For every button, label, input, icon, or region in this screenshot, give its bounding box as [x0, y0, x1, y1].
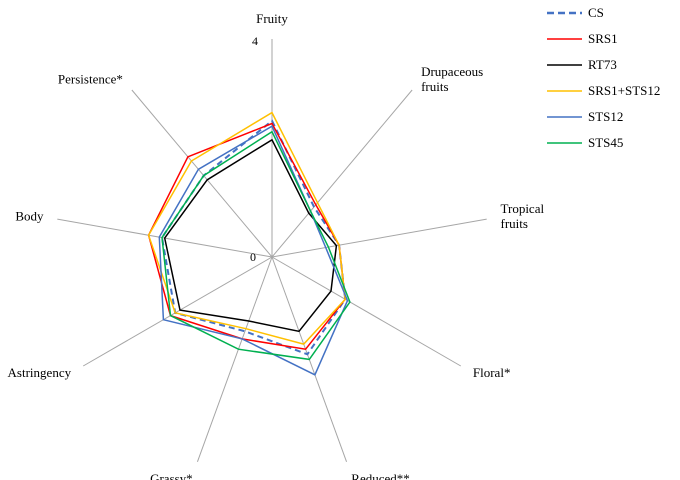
grid-layer: [57, 39, 487, 463]
axis-label: Floral*: [473, 365, 511, 380]
series-line-srs1: [147, 122, 346, 351]
axis-label: Reduced**: [351, 471, 409, 480]
legend-label: CS: [588, 5, 604, 20]
legend-label: RT73: [588, 57, 617, 72]
legend-label: STS45: [588, 135, 623, 150]
legend-label: STS12: [588, 109, 623, 124]
axis-spoke: [82, 256, 273, 367]
tick-label-min: 0: [250, 250, 256, 264]
series-layer: [147, 111, 351, 376]
axis-spoke: [271, 256, 462, 367]
series-line-srs1-sts12: [147, 111, 346, 345]
axis-label: Tropical fruits: [501, 201, 545, 231]
axis-spoke: [196, 256, 273, 463]
axis-label: Fruity: [256, 11, 288, 26]
axis-label: Body: [15, 209, 44, 224]
axis-label: Astringency: [8, 365, 72, 380]
axis-spoke: [271, 89, 413, 258]
series-line-sts12: [158, 125, 349, 376]
series-line-rt73: [163, 138, 338, 333]
series-line-sts45: [161, 130, 351, 361]
axis-label: Drupaceous fruits: [421, 64, 483, 94]
axis-spoke: [271, 218, 487, 258]
legend-label: SRS1: [588, 31, 618, 46]
axis-label: Grassy*: [150, 471, 193, 480]
label-layer: Fruity Drupaceous fruits Tropical fruits Flor…: [8, 11, 545, 480]
axis-label: Persistence*: [58, 71, 123, 86]
axis-spoke: [131, 89, 273, 258]
legend-label: SRS1+STS12: [588, 83, 660, 98]
tick-label-max: 4: [252, 34, 258, 48]
legend: CS SRS1 RT73 SRS1+STS12 STS12 STS45: [547, 5, 660, 150]
